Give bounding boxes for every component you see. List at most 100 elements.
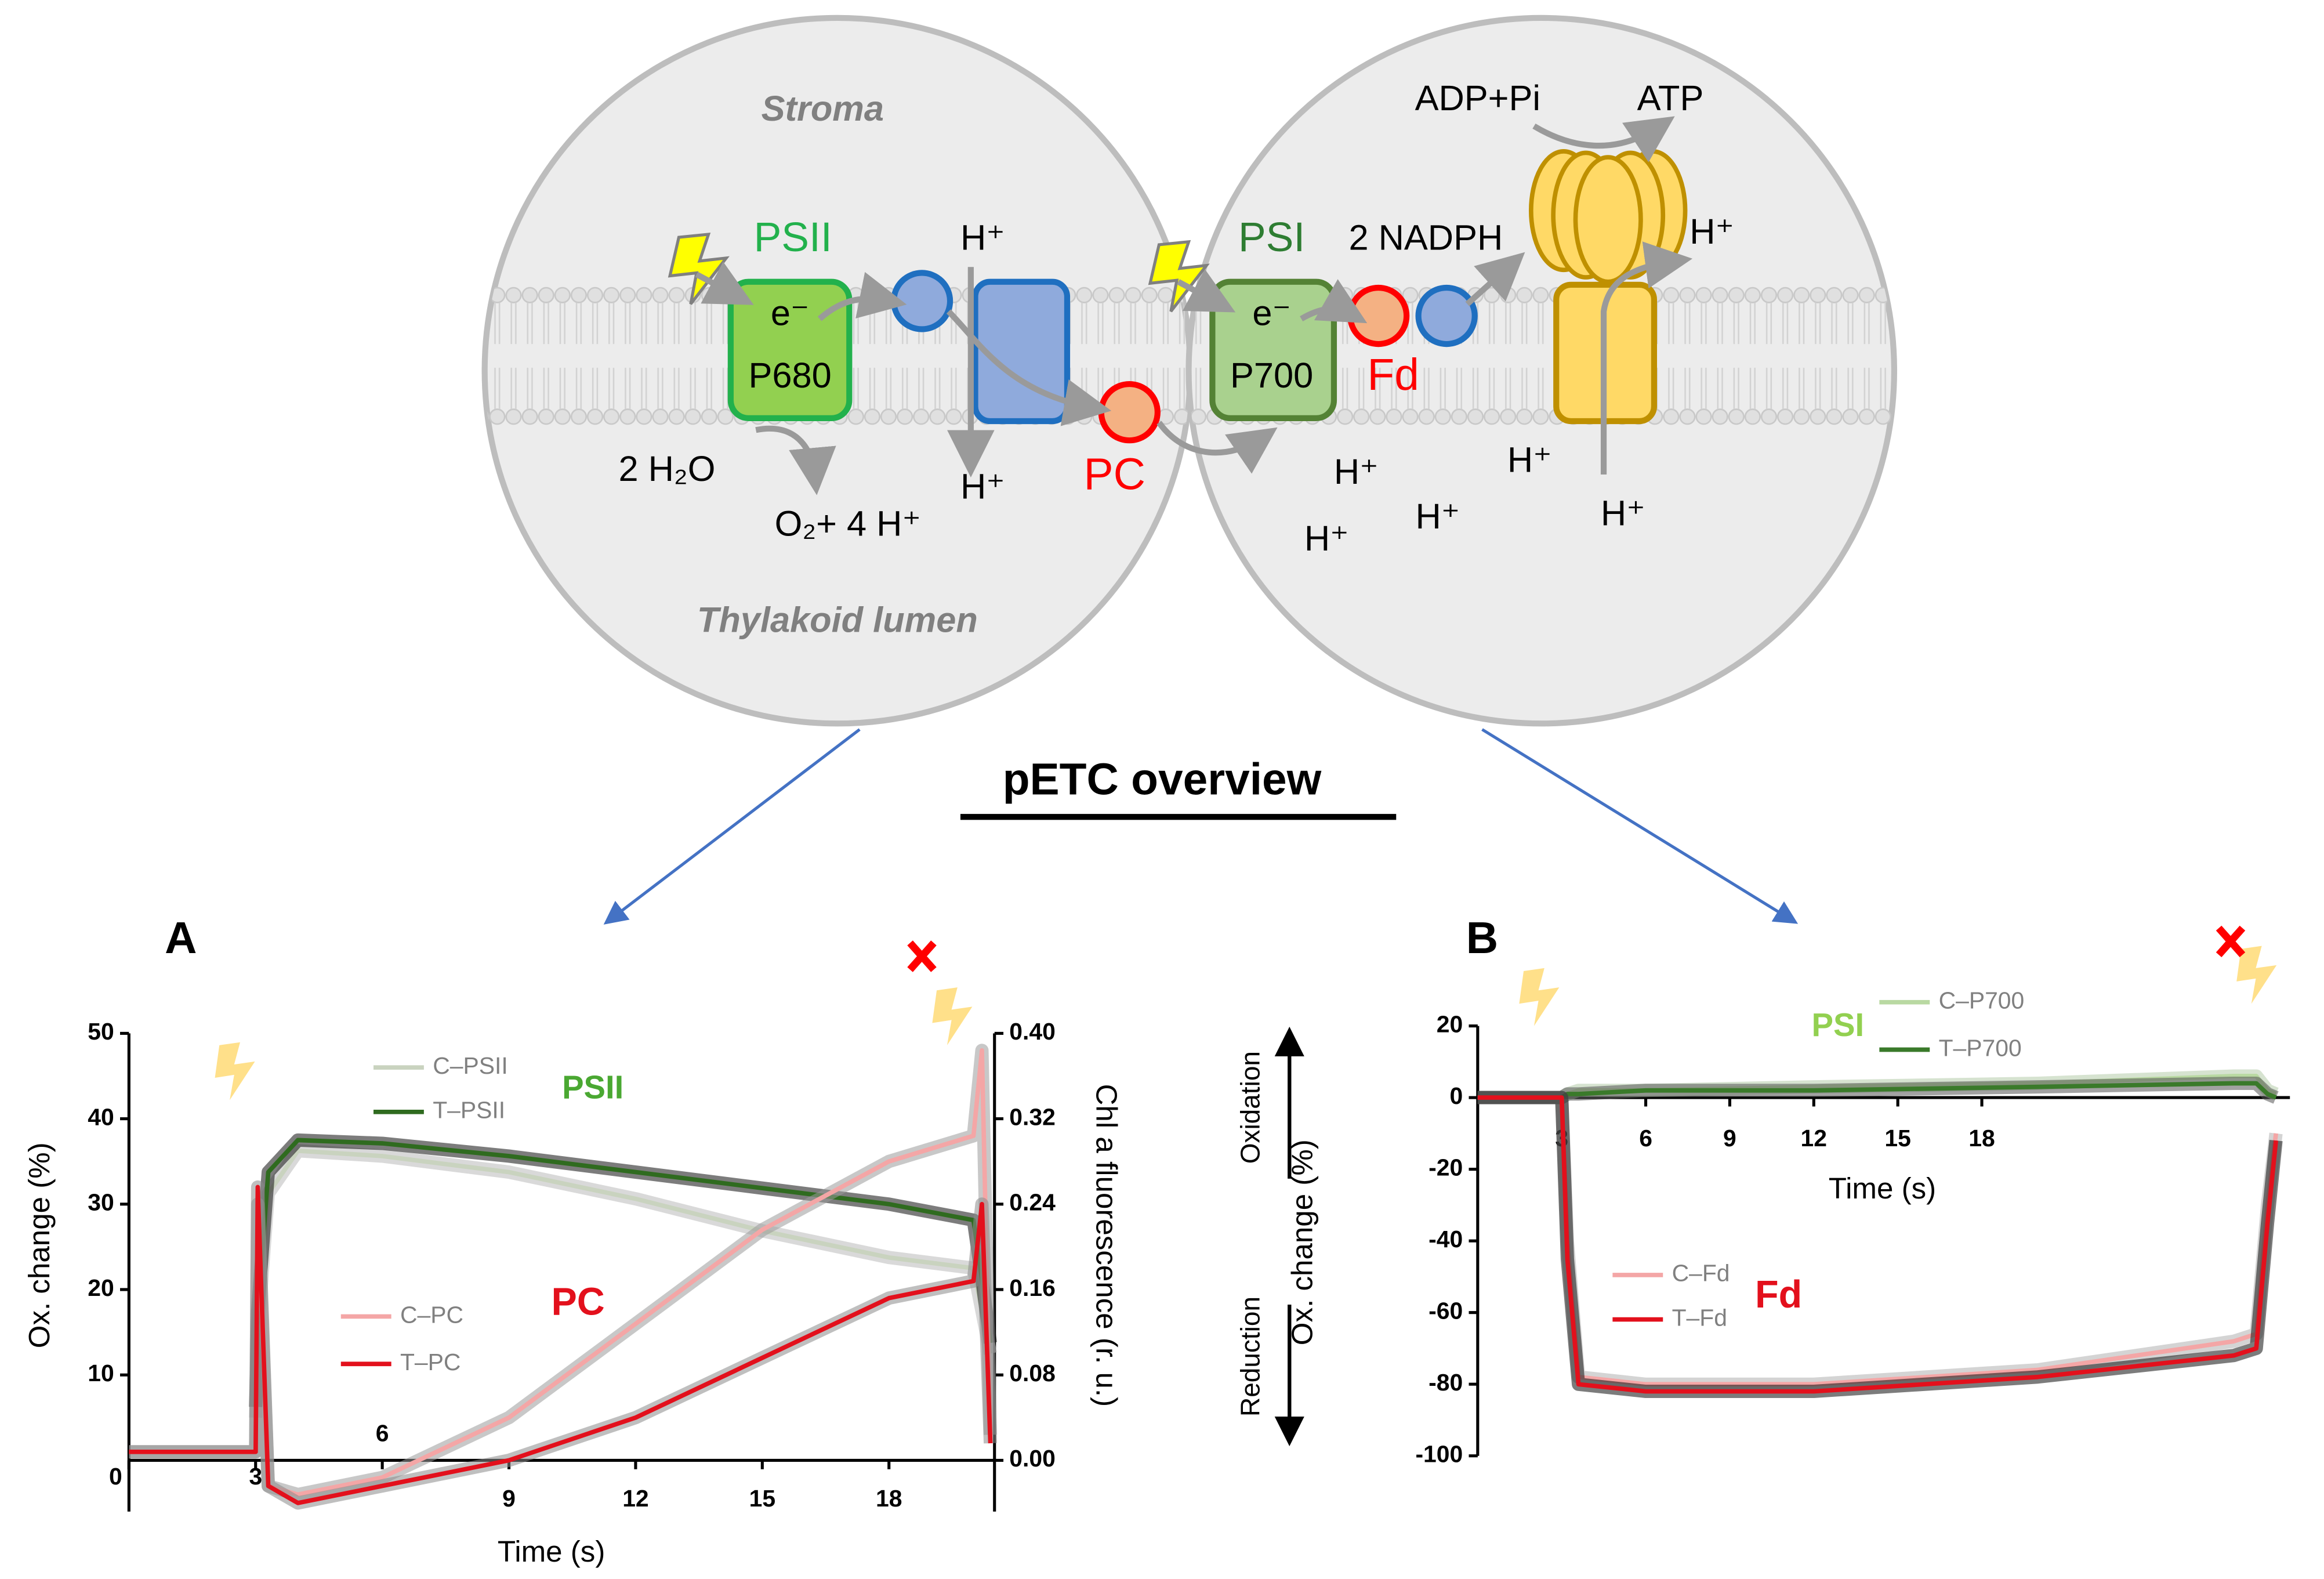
electron-label: e⁻ bbox=[771, 293, 809, 333]
y-tick-label: -100 bbox=[1415, 1440, 1463, 1467]
annotation: Fd bbox=[1755, 1273, 1802, 1316]
x-tick-label: 6 bbox=[376, 1420, 389, 1447]
light-off-icon bbox=[2236, 946, 2277, 1004]
pc-carrier bbox=[1098, 381, 1161, 444]
proton-label: H⁺ bbox=[1689, 211, 1734, 251]
y2-tick-label: 0.32 bbox=[1009, 1103, 1056, 1130]
y2-tick-label: 0.24 bbox=[1009, 1189, 1056, 1216]
y-tick-label: 0 bbox=[1450, 1082, 1463, 1109]
x-axis-label: Time (s) bbox=[1829, 1172, 1936, 1205]
light-off-cross bbox=[2216, 925, 2246, 958]
p700-label: P700 bbox=[1230, 355, 1313, 395]
x-tick-label: 15 bbox=[749, 1485, 775, 1512]
fd-carrier bbox=[1347, 284, 1410, 347]
y2-axis-label: Chl a fluorescence (r. u.) bbox=[1090, 1084, 1123, 1407]
water-label: 2 H₂O bbox=[618, 448, 715, 488]
light-off-cross bbox=[907, 940, 937, 972]
x-tick-label: 15 bbox=[1884, 1125, 1910, 1151]
light-on-icon bbox=[1519, 968, 1560, 1026]
link-arrow bbox=[1481, 728, 1799, 924]
series-line bbox=[253, 1138, 993, 1407]
x-tick-label: 6 bbox=[1639, 1125, 1652, 1151]
proton-label: H⁺ bbox=[1415, 496, 1460, 536]
legend-label: T–PC bbox=[400, 1349, 461, 1375]
y-axis-label: Ox. change (%) bbox=[23, 1142, 56, 1348]
x-tick-label: 9 bbox=[502, 1485, 516, 1512]
error-band bbox=[1477, 1091, 2283, 1391]
panel-label: B bbox=[1466, 914, 1498, 963]
p680-label: P680 bbox=[748, 355, 831, 395]
series-line bbox=[1477, 1095, 2279, 1394]
light-off-icon bbox=[932, 987, 973, 1045]
legend-label: T–P700 bbox=[1939, 1034, 2022, 1061]
error-band bbox=[249, 1144, 997, 1418]
y-tick-label: -80 bbox=[1429, 1369, 1463, 1396]
error-band bbox=[249, 1133, 997, 1407]
psii-label: PSII bbox=[754, 214, 832, 260]
legend-label: C–P700 bbox=[1939, 987, 2025, 1014]
x-tick-label: 9 bbox=[1723, 1125, 1736, 1151]
figure-title: pETC overview bbox=[1003, 755, 1322, 805]
cytochrome bbox=[972, 278, 1071, 425]
x-tick-label: 12 bbox=[1801, 1125, 1827, 1151]
fnr bbox=[1415, 284, 1478, 347]
y-tick-label: 40 bbox=[88, 1103, 114, 1130]
x-tick-label: 3 bbox=[249, 1463, 262, 1490]
atp-label: ATP bbox=[1637, 78, 1704, 118]
proton-label: H⁺ bbox=[960, 217, 1005, 257]
annotation: Oxidation bbox=[1235, 1051, 1266, 1164]
x-tick-label: 18 bbox=[876, 1485, 902, 1512]
x-axis-label: Time (s) bbox=[498, 1535, 605, 1568]
lumen-label: Thylakoid lumen bbox=[697, 600, 978, 640]
x-tick-label: 0 bbox=[109, 1463, 122, 1490]
proton-label: H⁺ bbox=[1601, 493, 1645, 533]
legend-label: T–PSII bbox=[433, 1097, 505, 1124]
nadph-label: 2 NADPH bbox=[1348, 217, 1503, 257]
y-tick-label: 20 bbox=[88, 1274, 114, 1301]
proton-label: H⁺ bbox=[1304, 518, 1349, 558]
y2-tick-label: 0.08 bbox=[1009, 1360, 1056, 1386]
y-tick-label: -20 bbox=[1429, 1154, 1463, 1180]
flow-arrows bbox=[695, 116, 1693, 495]
fd-label: Fd bbox=[1367, 350, 1419, 400]
annotation: PC bbox=[551, 1281, 604, 1324]
panel-label: A bbox=[165, 914, 197, 963]
y-tick-label: 50 bbox=[88, 1018, 114, 1045]
series-line bbox=[1477, 1095, 2279, 1387]
proton-label: H⁺ bbox=[960, 466, 1005, 506]
diagram: Stroma Thylakoid lumen PSII e⁻ P680 2 H₂… bbox=[481, 15, 1898, 925]
legend-label: C–Fd bbox=[1672, 1260, 1730, 1287]
link-arrow bbox=[603, 728, 861, 925]
proton-label: H⁺ bbox=[1334, 451, 1379, 491]
electron-label: e⁻ bbox=[1252, 293, 1290, 333]
x-tick-label: 12 bbox=[622, 1485, 648, 1512]
x-tick-label: 18 bbox=[1968, 1125, 1995, 1151]
legend-label: C–PSII bbox=[433, 1052, 508, 1079]
legend-label: C–PC bbox=[400, 1301, 463, 1328]
annotation: PSII bbox=[562, 1069, 623, 1105]
light-on-icon bbox=[215, 1042, 255, 1100]
y-axis-label: Ox. change (%) bbox=[1285, 1139, 1318, 1345]
plastoquinone bbox=[890, 270, 953, 332]
y-tick-label: -40 bbox=[1429, 1226, 1463, 1252]
pc-label: PC bbox=[1083, 450, 1145, 499]
psi-label: PSI bbox=[1238, 214, 1305, 260]
legend-label: T–Fd bbox=[1672, 1304, 1727, 1331]
y2-tick-label: 0.16 bbox=[1009, 1274, 1056, 1301]
annotation: PSI bbox=[1811, 1006, 1864, 1043]
proton-label: H⁺ bbox=[1507, 440, 1552, 480]
annotation: Reduction bbox=[1235, 1296, 1266, 1417]
y-tick-label: 30 bbox=[88, 1189, 114, 1216]
stroma-label: Stroma bbox=[762, 88, 884, 128]
y-tick-label: -60 bbox=[1429, 1297, 1463, 1324]
y2-tick-label: 0.00 bbox=[1009, 1445, 1056, 1472]
y2-tick-label: 0.40 bbox=[1009, 1018, 1056, 1045]
adp-label: ADP+Pi bbox=[1415, 78, 1540, 118]
y-tick-label: 10 bbox=[88, 1360, 114, 1386]
oxygen-label: O₂+ 4 H⁺ bbox=[775, 504, 921, 544]
atp-synthase-head bbox=[1528, 149, 1688, 284]
y-tick-label: 20 bbox=[1437, 1011, 1463, 1037]
series-line bbox=[129, 1185, 993, 1505]
